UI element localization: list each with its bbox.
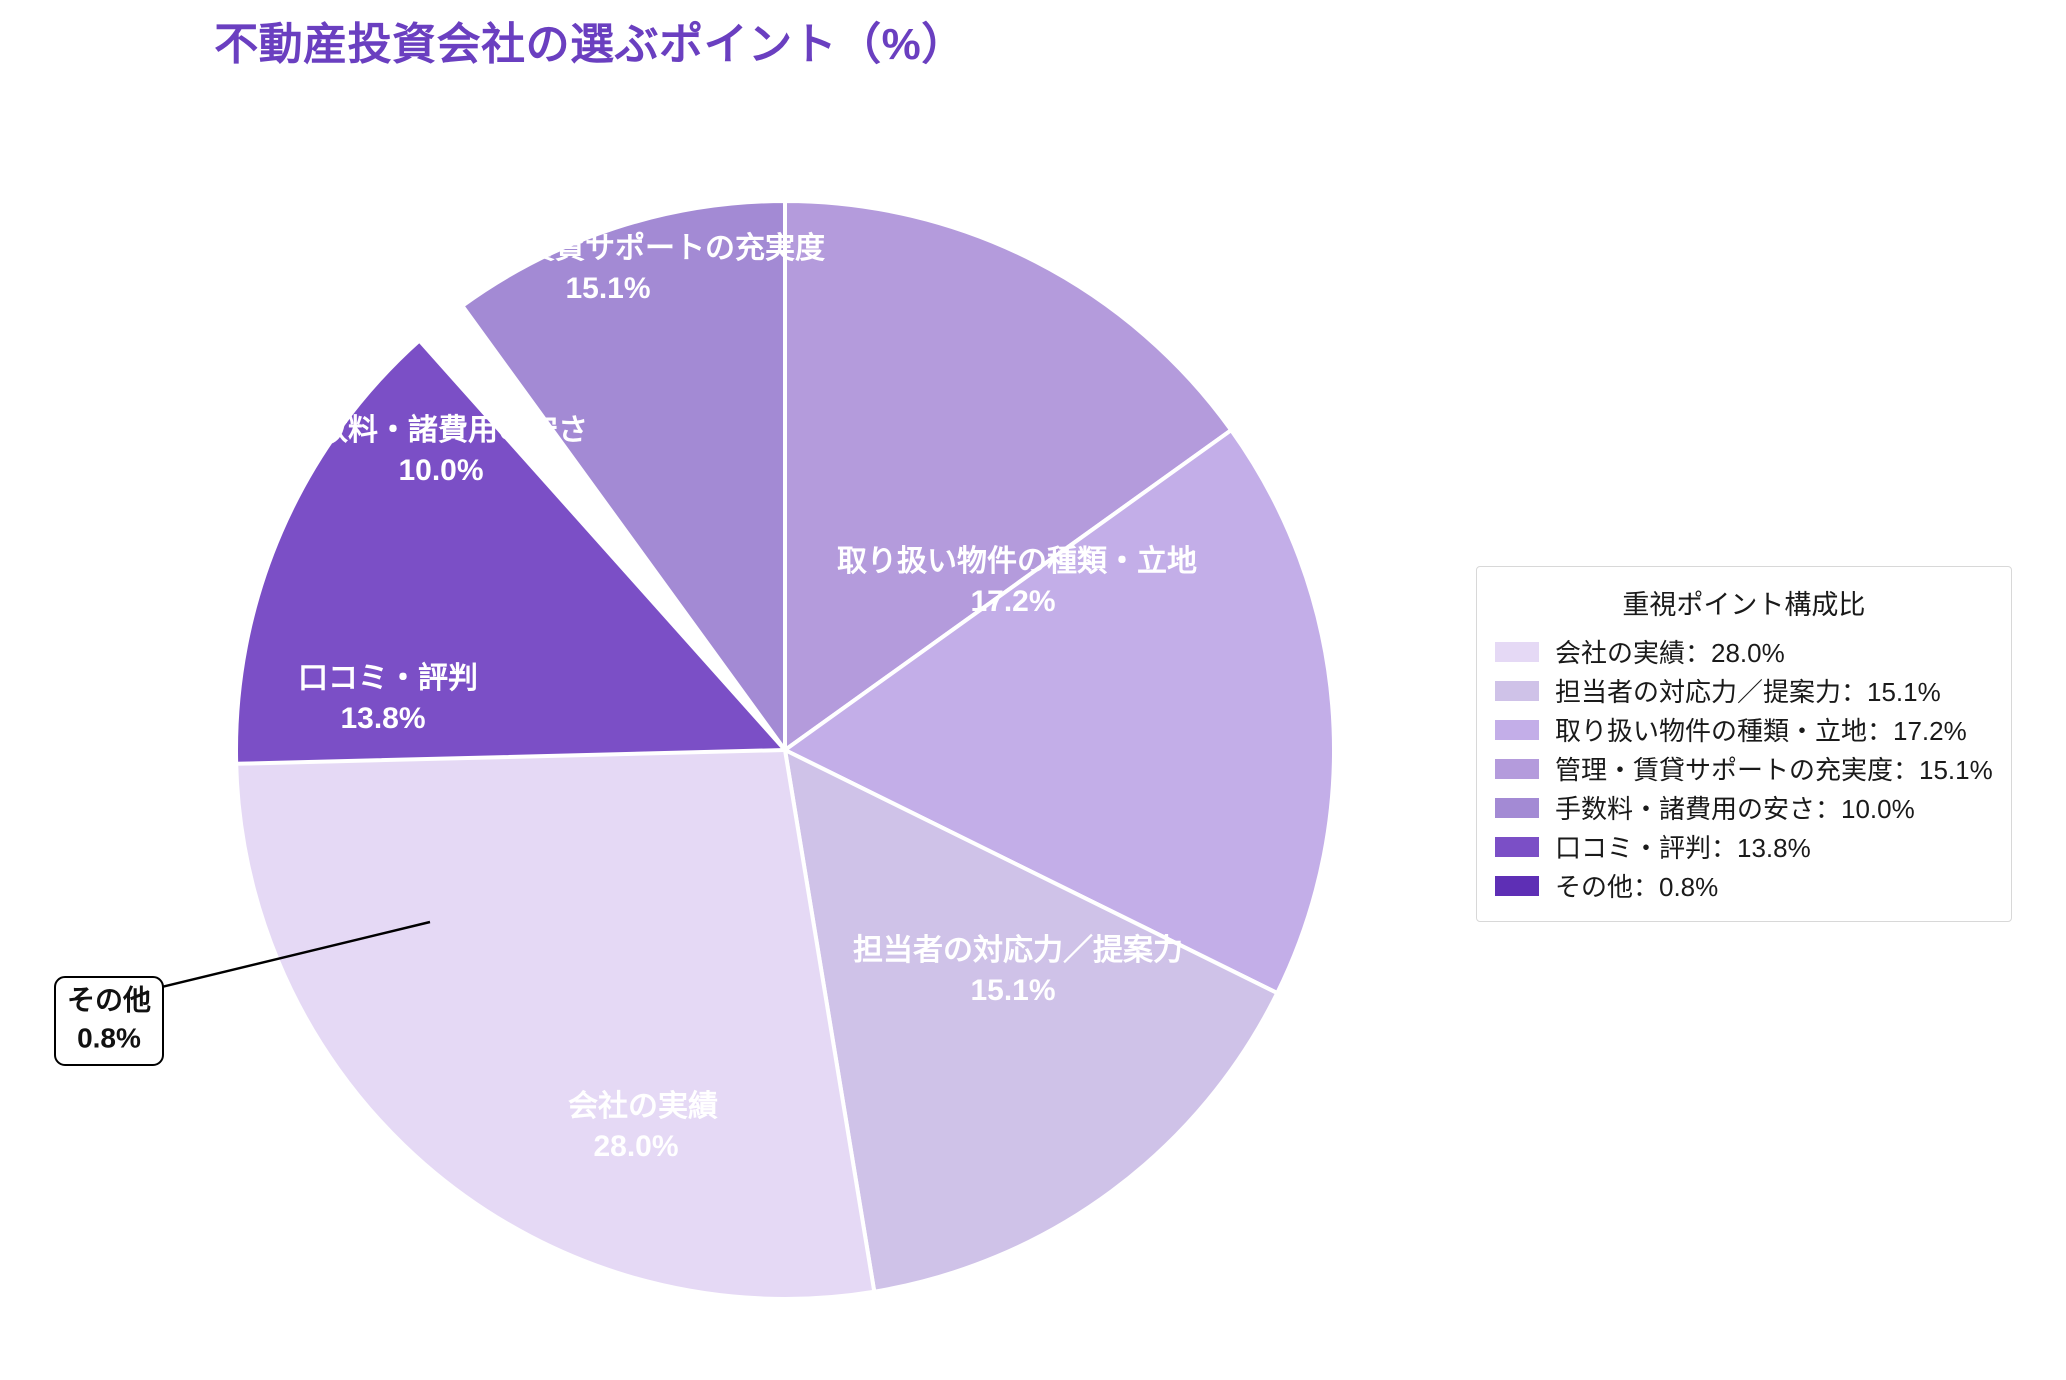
- legend-item[interactable]: 口コミ・評判：13.8%: [1495, 827, 1993, 866]
- pie-slice[interactable]: [460, 199, 787, 752]
- slice-label: 会社の実績: [568, 1090, 718, 1123]
- slice-label: 口コミ・評判: [298, 661, 478, 695]
- legend-color-swatch: [1495, 836, 1539, 857]
- legend: 重視ポイント構成比 会社の実績：28.0% 担当者の対応力／提案力：15.1% 取り…: [1476, 566, 2012, 922]
- legend-item[interactable]: 手数料・諸費用の安さ：10.0%: [1495, 788, 1993, 827]
- legend-item-label: 管理・賃貸サポートの充実度：15.1%: [1555, 755, 1993, 785]
- legend-color-swatch: [1495, 797, 1539, 818]
- label-clip-mask: [1283, 520, 1480, 640]
- slice-value: 28.0%: [593, 1130, 678, 1163]
- pie-slice[interactable]: [234, 734, 877, 1301]
- pie-chart-svg: 管理・賃貸サポートの充実度 15.1% 取り扱い物件の種類・立地 17.2% 担当者の対…: [54, 199, 1480, 1301]
- slice-value: 13.8%: [340, 702, 425, 735]
- legend-color-swatch: [1495, 680, 1539, 701]
- pie-slice[interactable]: [234, 338, 787, 766]
- legend-item-label: 担当者の対応力／提案力：15.1%: [1555, 677, 1941, 707]
- legend-color-swatch: [1495, 641, 1539, 662]
- legend-item[interactable]: 担当者の対応力／提案力：15.1%: [1495, 671, 1993, 710]
- legend-item[interactable]: 会社の実績：28.0%: [1495, 632, 1993, 671]
- slice-label: 取り扱い物件の種類・立地: [837, 544, 1197, 578]
- slice-label: 担当者の対応力／提案力: [853, 933, 1183, 967]
- legend-item-label: 手数料・諸費用の安さ：10.0%: [1555, 794, 1915, 824]
- slice-value: 15.1%: [565, 272, 650, 305]
- legend-item-label: その他：0.8%: [1555, 872, 1719, 902]
- legend-color-swatch: [1495, 875, 1539, 896]
- legend-rows: 会社の実績：28.0% 担当者の対応力／提案力：15.1% 取り扱い物件の種類・立地…: [1495, 632, 1993, 905]
- page-title: 不動産投資会社の選ぶポイント（%）: [214, 20, 966, 69]
- legend-color-swatch: [1495, 719, 1539, 740]
- legend-color-swatch: [1495, 758, 1539, 779]
- legend-title: 重視ポイント構成比: [1622, 590, 1866, 620]
- callout-box[interactable]: [54, 976, 164, 1066]
- slice-label: 手数料・諸費用の安さ: [288, 413, 588, 447]
- legend-item[interactable]: 管理・賃貸サポートの充実度：15.1%: [1495, 749, 1993, 788]
- slice-value: 15.1%: [970, 974, 1055, 1007]
- slice-value: 17.2%: [970, 585, 1055, 618]
- legend-item-label: 口コミ・評判：13.8%: [1555, 833, 1811, 863]
- legend-item[interactable]: 取り扱い物件の種類・立地：17.2%: [1495, 710, 1993, 749]
- legend-item[interactable]: その他：0.8%: [1495, 866, 1993, 905]
- legend-item-label: 会社の実績：28.0%: [1555, 638, 1785, 668]
- pie-slice[interactable]: [783, 748, 1280, 1294]
- slice-label: 管理・賃貸サポートの充実度: [435, 231, 825, 265]
- callout-value: 0.8%: [77, 1022, 141, 1053]
- callout-label: その他: [67, 984, 151, 1015]
- slice-value: 10.0%: [398, 454, 483, 487]
- pie-slice[interactable]: [783, 199, 1234, 752]
- pie-chart: 管理・賃貸サポートの充実度 15.1% 取り扱い物件の種類・立地 17.2% 担当者の対…: [54, 199, 1480, 1301]
- pie-slice[interactable]: [783, 428, 1336, 996]
- legend-item-label: 取り扱い物件の種類・立地：17.2%: [1555, 716, 1967, 746]
